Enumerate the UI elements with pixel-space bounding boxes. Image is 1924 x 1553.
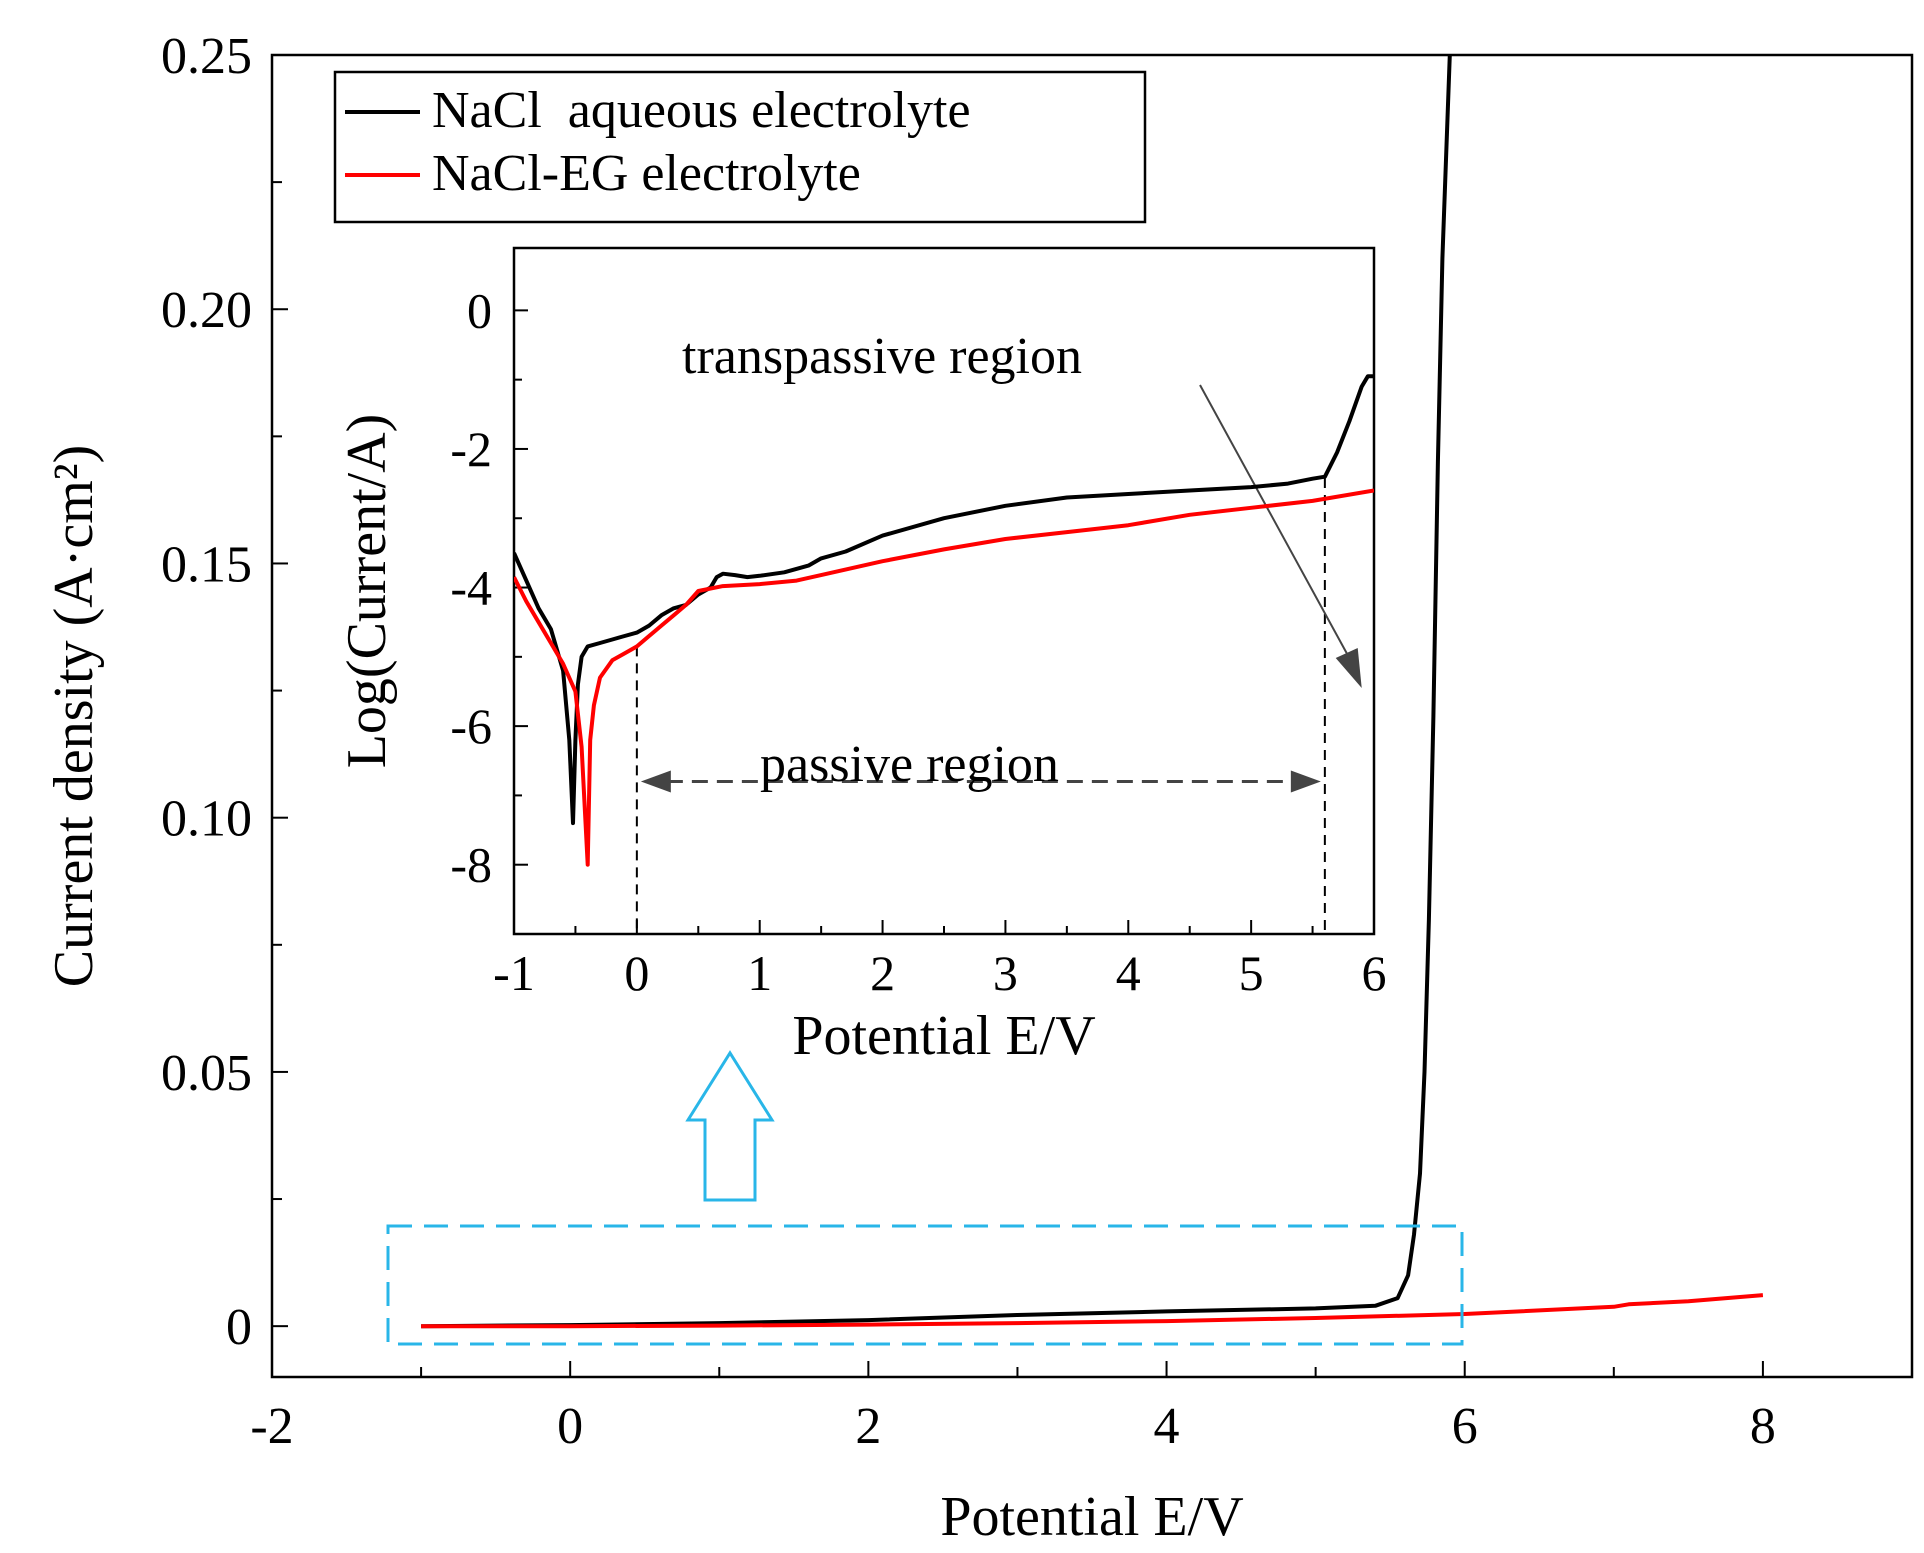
- legend-label-eg: NaCl-EG electrolyte: [432, 145, 861, 202]
- inset-y-tick-label: -6: [450, 698, 492, 754]
- main-y-tick-label: 0.25: [161, 28, 252, 85]
- main-series-aqueous-line: [421, 55, 1452, 1329]
- inset-x-tick-label: 1: [747, 945, 772, 1001]
- main-x-tick-label: 8: [1750, 1398, 1776, 1455]
- main-tick-labels: -2 0 2 4 6 8 0 0.05 0.10 0.15 0.20 0.25: [161, 28, 1776, 1455]
- inset-series: [514, 374, 1374, 867]
- inset-y-axis-title: Log(Current/A): [336, 414, 398, 769]
- main-x-tick-label: 6: [1452, 1398, 1478, 1455]
- inset-x-tick-label: 2: [870, 945, 895, 1001]
- main-y-tick-label: 0.20: [161, 282, 252, 339]
- main-plot: -2 0 2 4 6 8 0 0.05 0.10 0.15 0.20 0.25 Potential E…: [43, 28, 1914, 1548]
- inset-x-tick-label: 5: [1239, 945, 1264, 1001]
- main-plot-frame: [270, 53, 1914, 1379]
- inset-tick-labels: -1 0 1 2 3 4 5 6 -8 -6 -4 -2 0: [450, 282, 1386, 1001]
- main-y-tick-label: 0.15: [161, 536, 252, 593]
- zoom-region-box: [386, 1224, 1464, 1346]
- main-y-axis-title: Current density (A·cm²): [43, 445, 105, 987]
- inset-x-tick-label: 6: [1362, 945, 1387, 1001]
- inset-series-aqueous-line: [514, 374, 1374, 826]
- main-y-tick-label: 0: [226, 1299, 252, 1356]
- main-x-tick-label: 2: [855, 1398, 881, 1455]
- passive-region-label: passive region: [760, 736, 1059, 793]
- legend: NaCl aqueous electrolyte NaCl-EG electro…: [333, 70, 1147, 224]
- main-y-tick-label: 0.10: [161, 791, 252, 848]
- transpassive-pointer-line: [1199, 384, 1355, 667]
- transpassive-arrow-head-icon: [1335, 648, 1362, 689]
- inset-x-axis-title: Potential E/V: [792, 1005, 1095, 1067]
- main-x-tick-label: -2: [250, 1398, 293, 1455]
- inset-x-tick-label: 3: [993, 945, 1018, 1001]
- inset-x-tick-label: -1: [493, 945, 535, 1001]
- main-x-tick-label: 4: [1154, 1398, 1180, 1455]
- inset-series-eg-line: [514, 488, 1374, 867]
- inset-plot-frame: [512, 246, 1376, 936]
- legend-label-aqueous: NaCl aqueous electrolyte: [432, 82, 971, 139]
- main-ticks: [271, 54, 1913, 1377]
- inset-x-tick-label: 0: [624, 945, 649, 1001]
- legend-box: [333, 70, 1147, 224]
- zoom-up-arrow-icon: [685, 1050, 775, 1202]
- inset-y-tick-label: 0: [467, 282, 492, 338]
- inset-plot: -1 0 1 2 3 4 5 6 -8 -6 -4 -2 0 Potential E/V Log(Cur…: [336, 246, 1387, 1067]
- inset-x-tick-label: 4: [1116, 945, 1141, 1001]
- passive-arrow-left-head-icon: [640, 770, 671, 793]
- main-series: [421, 55, 1764, 1329]
- passive-arrow-right-head-icon: [1290, 770, 1321, 793]
- inset-annotations: [635, 384, 1362, 934]
- main-x-tick-label: 0: [557, 1398, 583, 1455]
- inset-y-tick-label: -4: [450, 560, 492, 616]
- main-series-eg-line: [421, 1293, 1764, 1329]
- main-y-tick-label: 0.05: [161, 1045, 252, 1102]
- transpassive-region-label: transpassive region: [682, 328, 1082, 385]
- inset-y-tick-label: -2: [450, 421, 492, 477]
- inset-y-tick-label: -8: [450, 837, 492, 893]
- main-x-axis-title: Potential E/V: [940, 1486, 1243, 1548]
